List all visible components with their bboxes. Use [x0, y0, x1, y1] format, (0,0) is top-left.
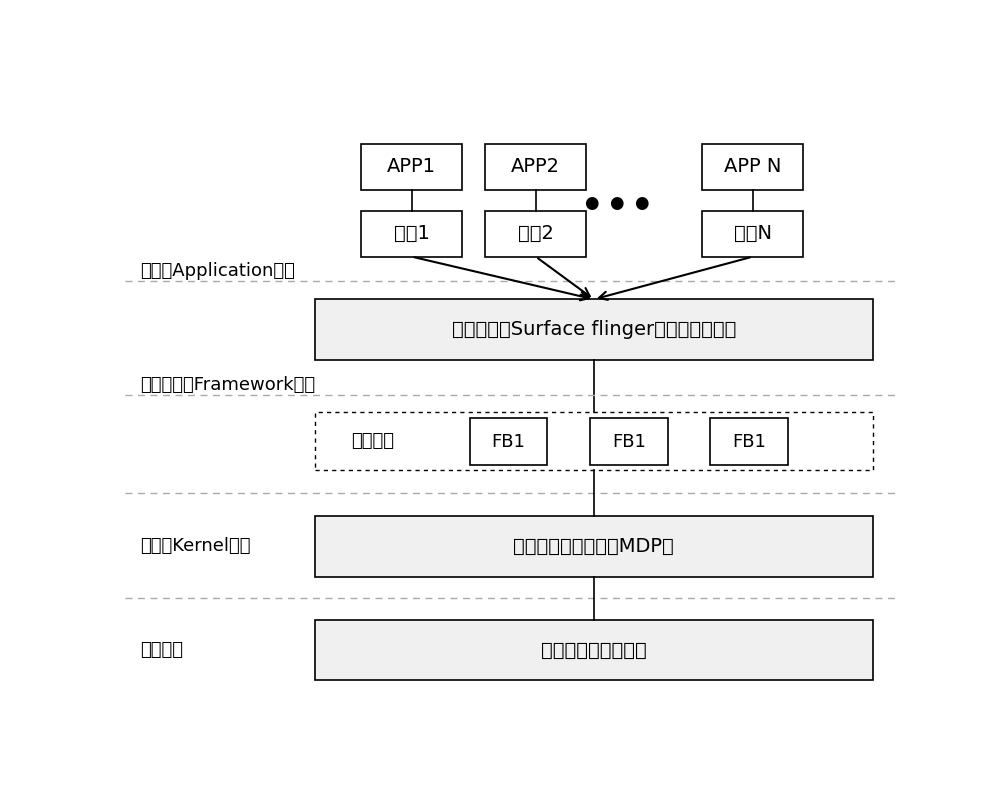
Bar [361, 144, 462, 189]
Text: FB1: FB1 [732, 432, 766, 451]
Text: 帧缓冲器: 帧缓冲器 [352, 432, 394, 450]
Text: 应用框架（Framework）层: 应用框架（Framework）层 [140, 375, 316, 394]
Text: 绘制2: 绘制2 [518, 224, 554, 243]
Text: APP1: APP1 [387, 157, 436, 176]
Text: APP N: APP N [724, 157, 781, 176]
Text: 显示硬件: 显示硬件 [140, 641, 184, 659]
Text: 显示控制器和显示屏: 显示控制器和显示屏 [541, 641, 647, 660]
Bar [361, 211, 462, 257]
Bar [702, 144, 803, 189]
Bar [710, 418, 788, 465]
Bar [315, 516, 873, 577]
Text: FB1: FB1 [492, 432, 526, 451]
Bar [485, 144, 586, 189]
Bar [315, 619, 873, 680]
Text: 移动终端显示处理（MDP）: 移动终端显示处理（MDP） [514, 537, 674, 556]
Text: 绘制1: 绘制1 [394, 224, 430, 243]
Text: APP2: APP2 [511, 157, 560, 176]
Text: 内核（Kernel）层: 内核（Kernel）层 [140, 537, 251, 555]
Text: 合成模块（Surface flinger）执行合成操作: 合成模块（Surface flinger）执行合成操作 [452, 320, 736, 339]
Text: FB1: FB1 [612, 432, 646, 451]
Bar [315, 412, 873, 470]
Bar [590, 418, 668, 465]
Bar [485, 211, 586, 257]
Text: 应用（Application）层: 应用（Application）层 [140, 261, 295, 280]
Bar [702, 211, 803, 257]
Bar [470, 418, 547, 465]
Text: 绘制N: 绘制N [734, 224, 772, 243]
Text: ●  ●  ●: ● ● ● [585, 194, 649, 212]
Bar [315, 299, 873, 360]
